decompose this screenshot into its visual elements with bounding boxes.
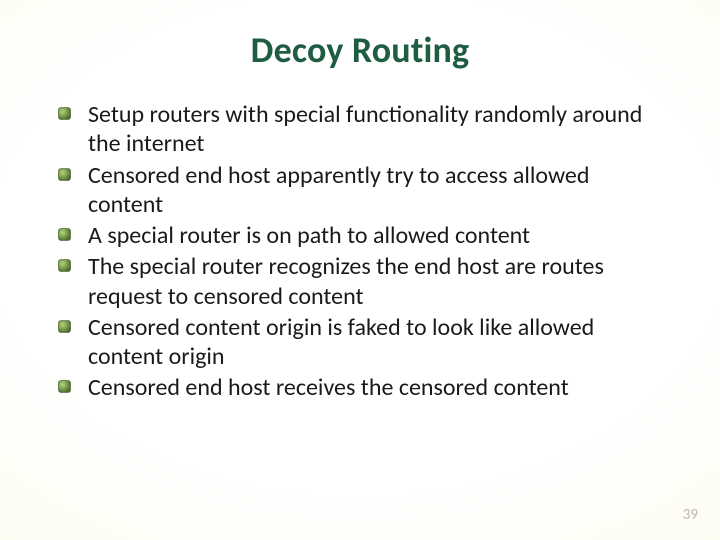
page-number: 39 [683,506,698,524]
bullet-icon [58,107,71,120]
list-item: Censored end host receives the censored … [82,373,666,402]
slide-title: Decoy Routing [54,28,666,72]
list-item: Setup routers with special functionality… [82,100,666,159]
bullet-list: Setup routers with special functionality… [54,100,666,403]
list-item: The special router recognizes the end ho… [82,252,666,311]
list-item: Censored content origin is faked to look… [82,313,666,372]
bullet-icon [58,259,71,272]
slide: Decoy Routing Setup routers with special… [0,0,720,540]
bullet-icon [58,380,71,393]
list-item: A special router is on path to allowed c… [82,221,666,250]
bullet-text: A special router is on path to allowed c… [88,221,530,250]
list-item: Censored end host apparently try to acce… [82,161,666,220]
bullet-icon [58,228,71,241]
bullet-icon [58,168,71,181]
bullet-text: Setup routers with special functionality… [88,100,642,158]
bullet-text: The special router recognizes the end ho… [88,252,604,310]
bullet-icon [58,320,71,333]
bullet-text: Censored end host receives the censored … [88,373,569,402]
bullet-text: Censored content origin is faked to look… [88,313,594,371]
bullet-text: Censored end host apparently try to acce… [88,161,589,219]
